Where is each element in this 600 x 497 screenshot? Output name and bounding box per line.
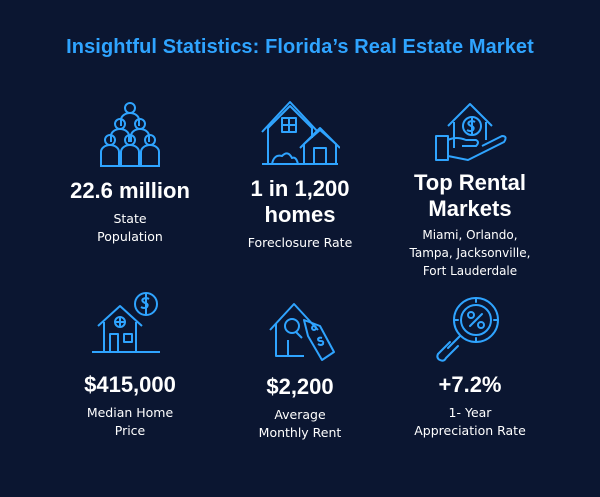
- stat-label-line: Miami, Orlando,: [422, 228, 518, 242]
- stat-appreciation: +7.2% 1- Year Appreciation Rate: [380, 292, 560, 440]
- stat-rental-markets: Top Rental Markets Miami, Orlando, Tampa…: [380, 96, 560, 280]
- stat-label: 1- Year Appreciation Rate: [380, 404, 560, 440]
- stat-label-line: Median Home: [86, 405, 174, 420]
- house-dollar-icon: [40, 290, 220, 362]
- stat-label-line: Price: [114, 423, 146, 438]
- stat-label-line: Average: [274, 407, 326, 422]
- page-title: Insightful Statistics: Florida’s Real Es…: [66, 36, 534, 58]
- stat-monthly-rent: $2,200 Average Monthly Rent: [210, 296, 390, 442]
- stat-value-line: Top Rental: [413, 170, 527, 195]
- stat-value-line: 1 in 1,200: [250, 176, 350, 201]
- stat-value: $2,200: [266, 374, 334, 399]
- population-icon: [40, 100, 220, 170]
- stat-label-line: Appreciation Rate: [414, 423, 526, 438]
- house-price-tag-icon: [210, 296, 390, 362]
- stat-label-line: Fort Lauderdale: [422, 264, 518, 278]
- stat-population: 22.6 million State Population: [40, 100, 220, 246]
- stat-value: Top Rental Markets: [380, 170, 560, 222]
- stat-label-line: Tampa, Jacksonville,: [409, 246, 531, 260]
- stat-label: State Population: [40, 210, 220, 246]
- stat-label: Median Home Price: [40, 404, 220, 440]
- stat-label: Foreclosure Rate: [247, 235, 353, 250]
- stat-value-line: Markets: [428, 196, 512, 221]
- stat-label-line: Monthly Rent: [258, 425, 342, 440]
- stat-label-line: Population: [97, 229, 163, 244]
- stat-value: 22.6 million: [70, 178, 190, 203]
- stat-label-line: 1- Year: [448, 405, 492, 420]
- stat-value: $415,000: [84, 372, 176, 397]
- stat-foreclosure: 1 in 1,200 homes Foreclosure Rate: [210, 98, 390, 252]
- stat-label: Miami, Orlando, Tampa, Jacksonville, For…: [380, 226, 560, 280]
- stat-label: Average Monthly Rent: [210, 406, 390, 442]
- stat-value-line: homes: [264, 202, 336, 227]
- stat-label-line: State: [113, 211, 147, 226]
- magnifier-percent-icon: [380, 292, 560, 364]
- house-hand-dollar-icon: [380, 96, 560, 164]
- stat-median-price: $415,000 Median Home Price: [40, 290, 220, 440]
- houses-icon: [210, 98, 390, 170]
- stat-value: +7.2%: [438, 372, 502, 397]
- stat-value: 1 in 1,200 homes: [210, 176, 390, 228]
